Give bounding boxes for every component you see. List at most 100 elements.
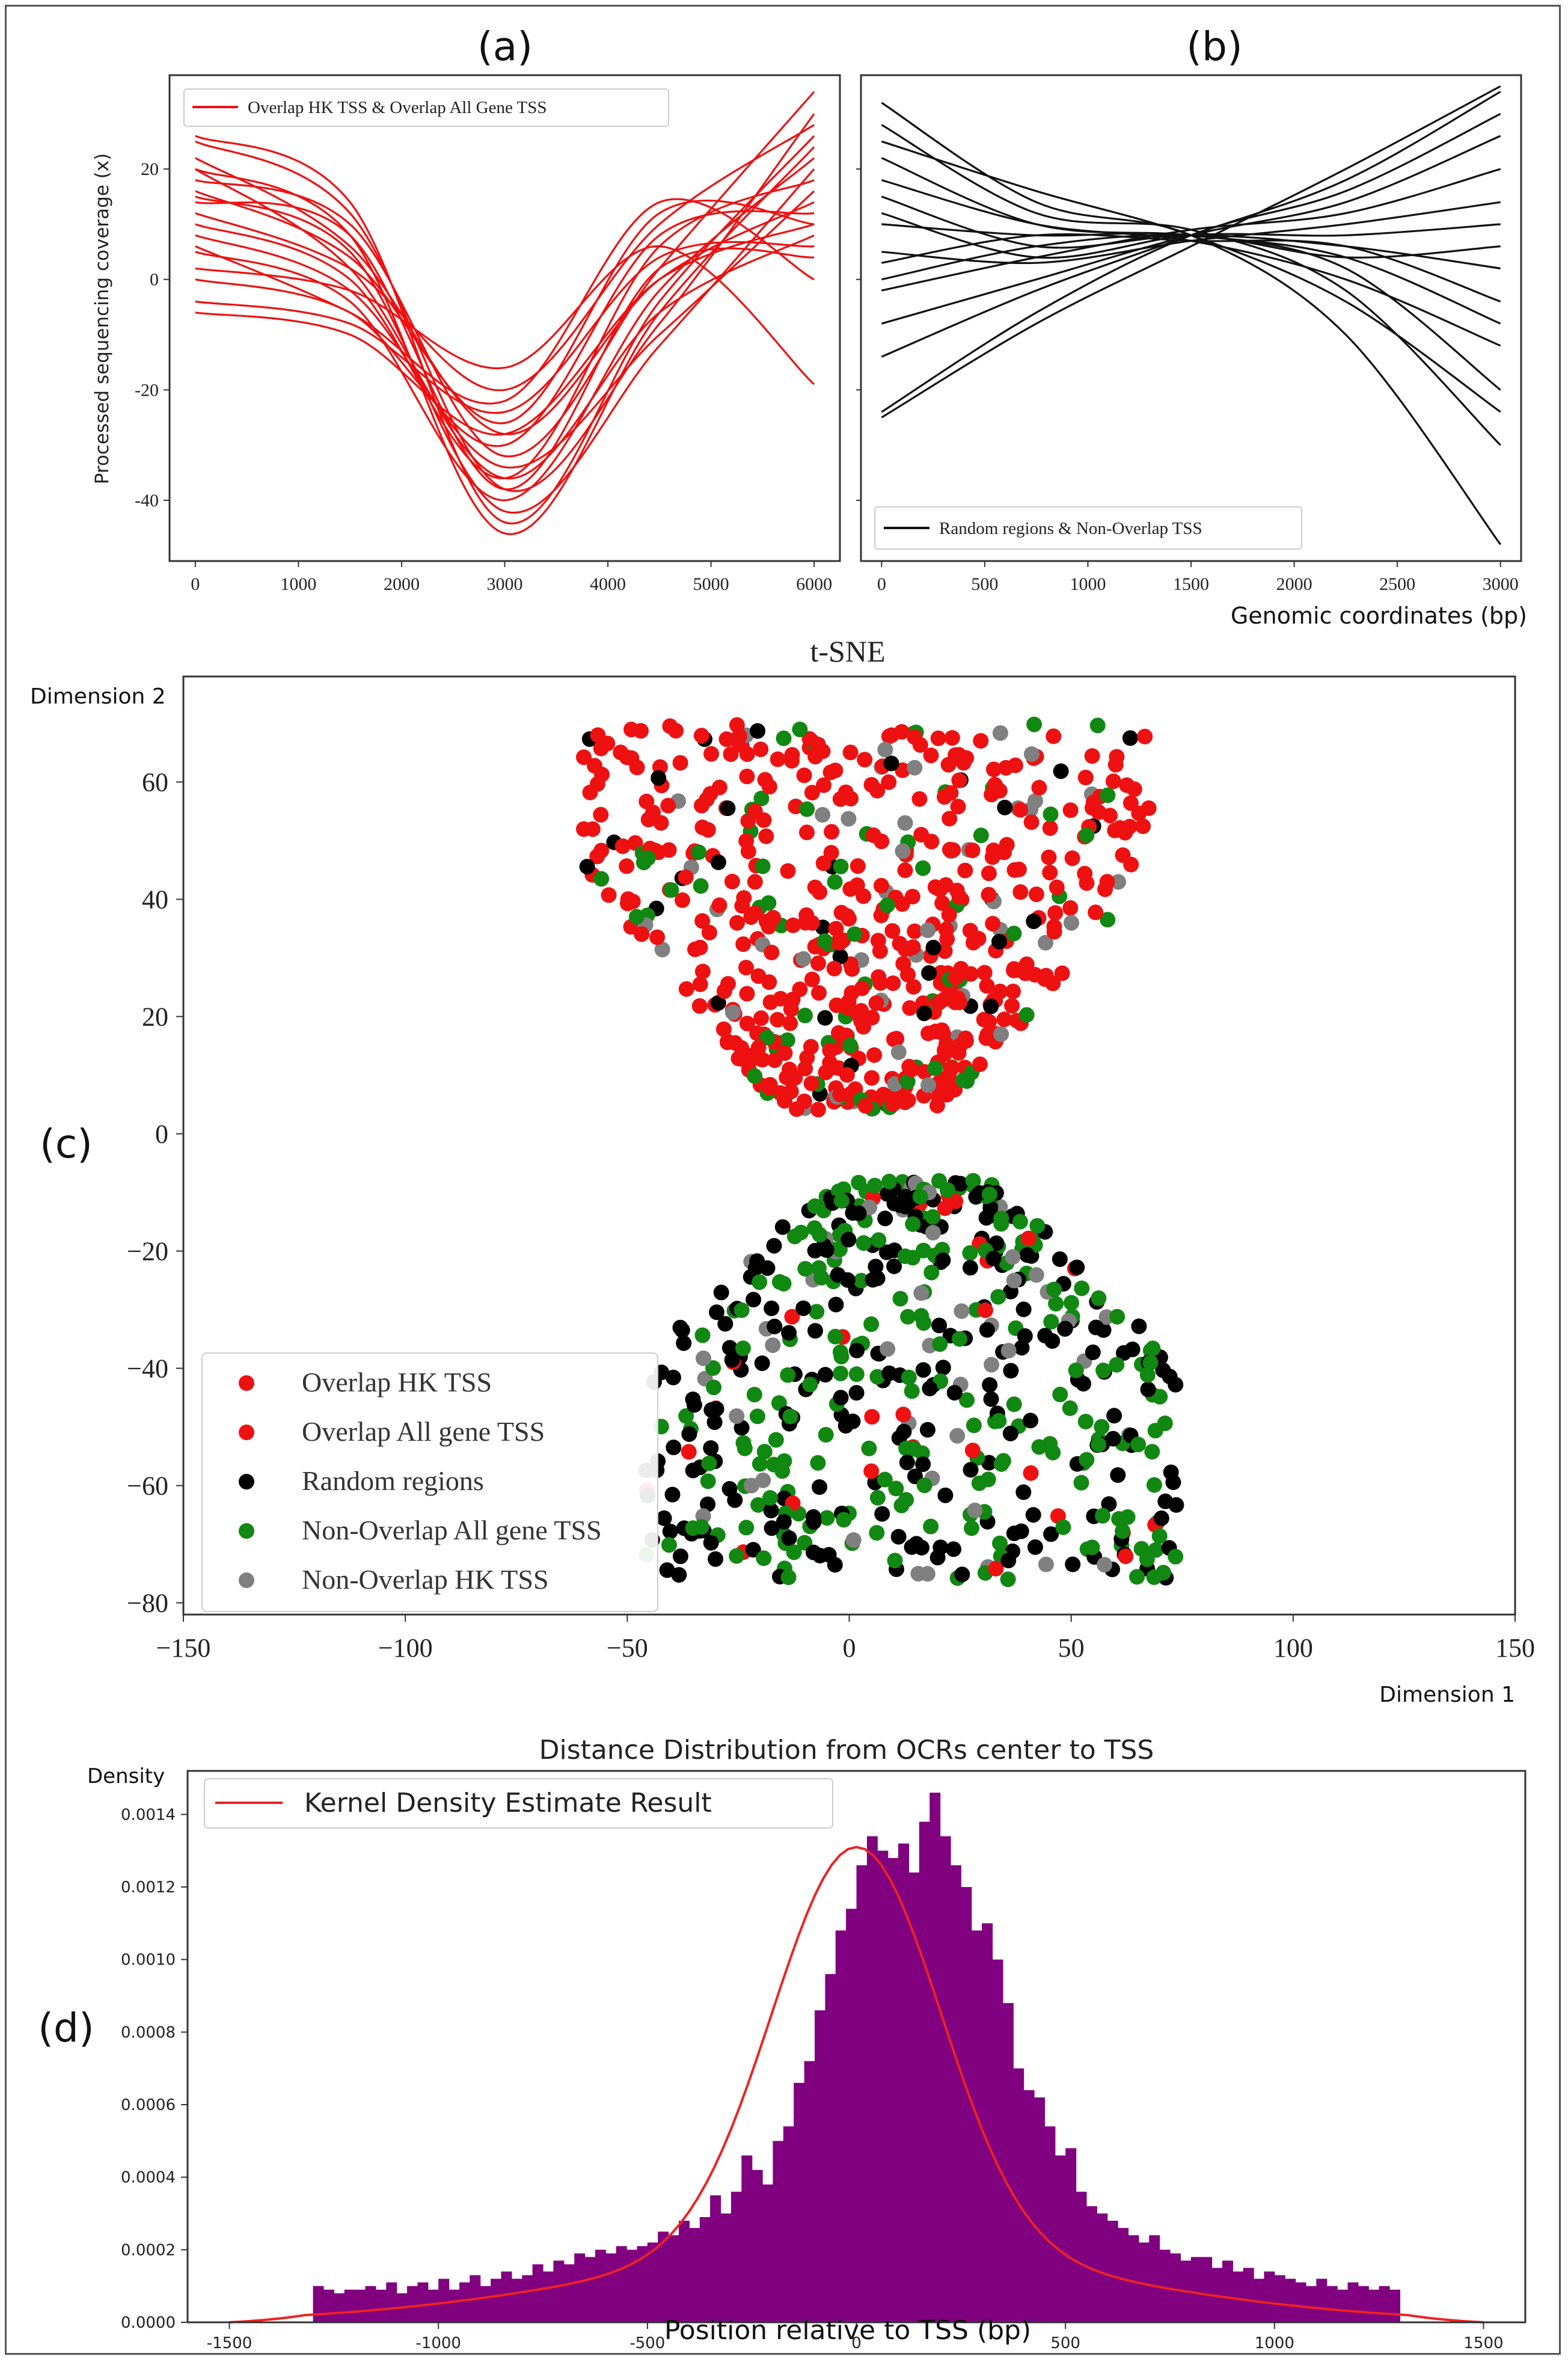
scatter-point: [584, 821, 601, 837]
scatter-point: [576, 749, 592, 765]
histogram-bar: [1201, 2257, 1213, 2322]
scatter-point: [749, 1253, 765, 1269]
scatter-point: [776, 730, 792, 746]
histogram-bar: [459, 2282, 470, 2322]
panel-a-series-line-9: [195, 241, 815, 414]
panel-b-legend-label: Random regions & Non-Overlap TSS: [939, 519, 1202, 538]
scatter-point: [619, 858, 635, 874]
scatter-point: [895, 843, 911, 859]
panel-d-title: Distance Distribution from OCRs center t…: [539, 1735, 1154, 1765]
panel-a-series-line-8: [195, 124, 815, 391]
histogram-bar: [1013, 2068, 1024, 2322]
legend-marker-overlap-all: [239, 1425, 254, 1440]
histogram-bar: [866, 1836, 878, 2322]
histogram-bar: [783, 2126, 794, 2322]
scatter-point: [890, 1529, 907, 1545]
panel-a-series-line-11: [195, 190, 815, 425]
panel-c-xtick-label: 150: [1495, 1633, 1535, 1663]
scatter-point: [739, 768, 755, 785]
histogram-bar: [679, 2221, 690, 2322]
scatter-point: [582, 784, 598, 800]
scatter-point: [1015, 1301, 1032, 1318]
panel-d-tag: (d): [38, 2005, 94, 2051]
scatter-point: [1006, 1272, 1022, 1289]
scatter-point: [981, 886, 997, 903]
scatter-point: [944, 1060, 960, 1076]
scatter-point: [1091, 1437, 1107, 1453]
scatter-point: [1065, 1556, 1081, 1572]
scatter-point: [710, 854, 726, 870]
scatter-point: [942, 811, 958, 827]
scatter-point: [1043, 806, 1059, 823]
panel-a-series-line-5: [195, 157, 815, 435]
scatter-point: [797, 1007, 813, 1023]
histogram-bar: [1002, 2003, 1014, 2322]
scatter-point: [931, 1318, 948, 1334]
scatter-point: [1003, 1363, 1019, 1379]
scatter-point: [863, 777, 880, 793]
scatter-point: [593, 871, 610, 887]
panel-b-series-line-1: [881, 85, 1501, 419]
scatter-point: [693, 878, 709, 894]
scatter-point: [738, 1520, 755, 1536]
scatter-point: [694, 819, 711, 835]
scatter-point: [865, 827, 881, 843]
panel-d-ytick-label: 0.0002: [121, 2241, 176, 2259]
legend-label-overlap-all: Overlap All gene TSS: [302, 1416, 545, 1447]
panel-b-xlabel: Genomic coordinates (bp): [1231, 603, 1527, 629]
scatter-point: [706, 1414, 723, 1431]
scatter-point: [1023, 1465, 1039, 1481]
scatter-point: [881, 774, 897, 790]
scatter-point: [711, 897, 727, 913]
histogram-bar: [626, 2250, 638, 2322]
scatter-point: [841, 993, 857, 1010]
scatter-point: [850, 858, 866, 874]
scatter-point: [957, 862, 973, 879]
scatter-point: [952, 995, 967, 1010]
scatter-point: [1024, 746, 1040, 762]
scatter-point: [992, 1535, 1008, 1551]
scatter-point: [703, 746, 719, 762]
scatter-point: [1116, 1345, 1132, 1361]
scatter-point: [758, 828, 774, 844]
scatter-point: [1046, 1281, 1062, 1298]
scatter-point: [656, 1510, 672, 1526]
panel-b-xtick-label: 2000: [1276, 574, 1312, 594]
scatter-point: [780, 1367, 796, 1383]
scatter-point: [802, 1376, 818, 1393]
scatter-point: [877, 1471, 893, 1488]
panel-b-tag: (b): [1186, 23, 1242, 70]
panel-d-legend-label: Kernel Density Estimate Result: [304, 1788, 712, 1818]
scatter-point: [1031, 779, 1047, 796]
scatter-point: [964, 1443, 981, 1459]
histogram-bar: [1285, 2278, 1296, 2322]
panel-c-ytick-label: 20: [142, 1002, 168, 1032]
scatter-point: [981, 865, 997, 882]
scatter-point: [767, 1318, 783, 1334]
scatter-point: [1046, 728, 1062, 744]
scatter-point: [668, 723, 684, 739]
scatter-point: [807, 1198, 823, 1214]
scatter-point: [1041, 849, 1057, 865]
scatter-point: [1064, 850, 1080, 867]
scatter-point: [672, 1548, 688, 1565]
scatter-point: [881, 1365, 898, 1381]
scatter-point: [675, 892, 690, 908]
scatter-point: [1142, 1355, 1159, 1371]
panel-a-series-line-15: [195, 198, 815, 405]
scatter-point: [1115, 1523, 1131, 1539]
scatter-point: [599, 735, 616, 752]
scatter-point: [904, 1383, 920, 1399]
scatter-point: [1002, 1425, 1018, 1441]
scatter-point: [877, 1210, 893, 1227]
scatter-point: [1069, 1259, 1085, 1275]
histogram-bar: [1159, 2250, 1171, 2322]
scatter-point: [1042, 820, 1058, 836]
scatter-point: [1146, 1569, 1162, 1585]
scatter-point: [983, 1391, 999, 1407]
panel-a-xtick-label: 0: [191, 574, 200, 594]
scatter-point: [1084, 748, 1100, 764]
scatter-point: [730, 1051, 747, 1067]
scatter-point: [951, 772, 967, 788]
histogram-bar: [1306, 2286, 1317, 2322]
